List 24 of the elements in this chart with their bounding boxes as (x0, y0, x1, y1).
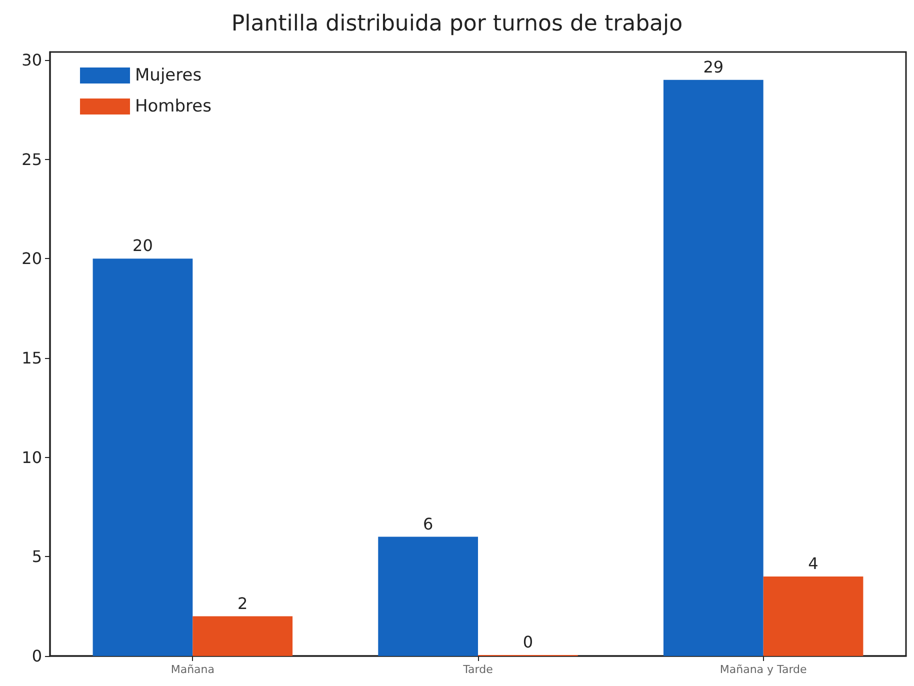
data-label: 2 (238, 594, 248, 613)
y-tick-label: 0 (32, 646, 42, 666)
y-tick-label: 20 (22, 249, 42, 268)
y-tick-label: 15 (22, 348, 42, 368)
x-tick-label: Mañana y Tarde (720, 663, 807, 676)
data-label: 20 (132, 236, 153, 256)
y-tick-label: 25 (22, 150, 42, 169)
data-label: 4 (808, 554, 818, 574)
data-label: 6 (422, 514, 434, 534)
bar (763, 576, 864, 656)
y-tick-label: 5 (32, 547, 42, 566)
bar (663, 80, 764, 656)
legend-label: Mujeres (135, 66, 202, 86)
y-tick-label: 10 (22, 448, 42, 467)
x-tick-label: Tarde (462, 663, 494, 676)
data-label: 29 (703, 57, 724, 76)
bar (92, 258, 193, 656)
x-tick-label: Mañana (170, 663, 214, 676)
legend-label: Hombres (135, 96, 212, 116)
y-tick-label: 30 (22, 50, 42, 70)
bar (192, 616, 293, 656)
data-label: 0 (522, 632, 534, 652)
bar (378, 536, 478, 656)
chart-title: Plantilla distribuida por turnos de trabajo (231, 12, 683, 36)
